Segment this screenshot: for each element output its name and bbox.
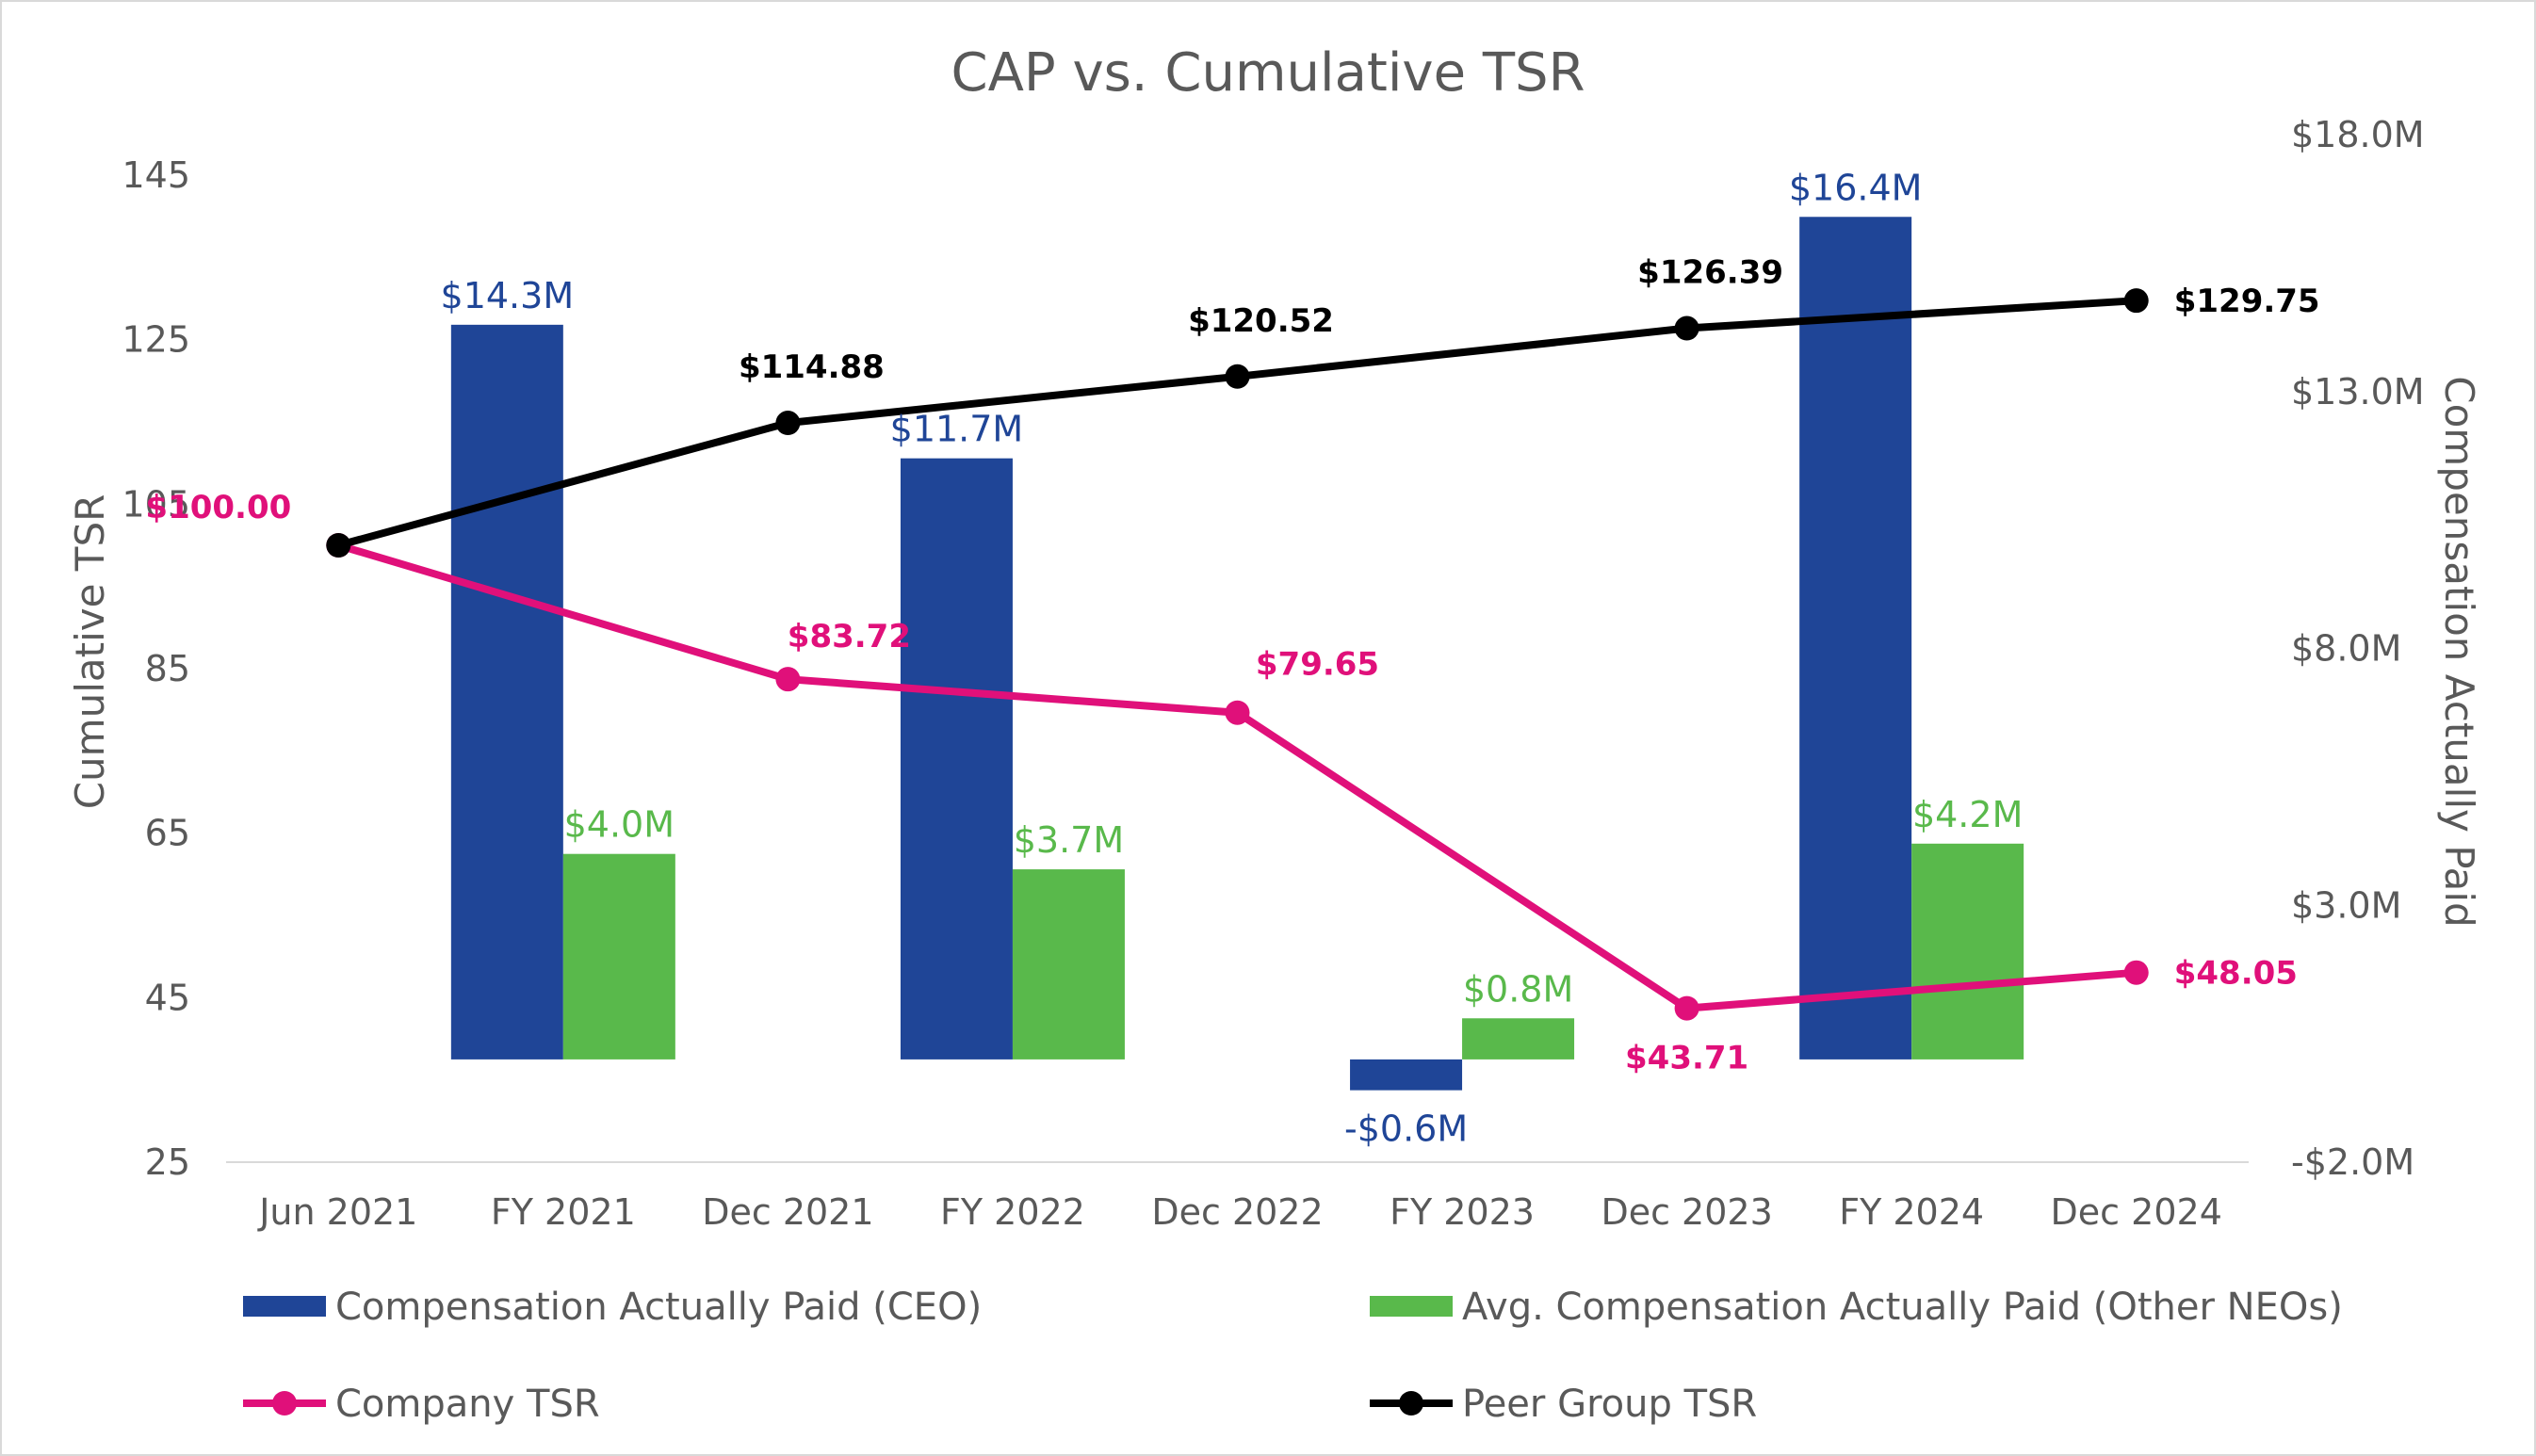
right-tick-label: $18.0M: [2291, 114, 2425, 155]
right-tick-label: $3.0M: [2291, 884, 2401, 926]
company-tsr-label: $43.71: [1625, 1040, 1748, 1077]
peer-tsr-marker: [775, 411, 801, 436]
peer-tsr-marker: [1674, 315, 1699, 341]
company-tsr-marker: [775, 667, 801, 692]
ceo-cap-bar-label: $14.3M: [441, 275, 575, 316]
neo-cap-bar-label: $4.2M: [1912, 794, 2023, 835]
company-tsr-marker: [2123, 960, 2149, 985]
category-label: FY 2024: [1839, 1191, 1984, 1233]
ceo-cap-bar-label: $11.7M: [890, 409, 1024, 450]
legend-peer-tsr-text: Peer Group TSR: [1462, 1383, 1757, 1426]
ceo-cap-bar: [450, 324, 563, 1060]
legend-peer-tsr-swatch-marker: [1399, 1391, 1423, 1416]
left-tick-label: 85: [145, 648, 190, 689]
right-tick-label: $13.0M: [2291, 371, 2425, 413]
left-tick-label: 145: [122, 154, 190, 196]
right-tick-label: $8.0M: [2291, 628, 2401, 670]
legend-company-tsr-text: Company TSR: [335, 1383, 600, 1426]
axes-layer: 25456585105125145-$2.0M$3.0M$8.0M$13.0M$…: [122, 114, 2424, 1233]
company-tsr-marker: [1225, 700, 1250, 725]
company-tsr-label: $83.72: [788, 618, 911, 655]
category-label: Jun 2021: [257, 1191, 417, 1233]
category-label: Dec 2024: [2051, 1191, 2222, 1233]
peer-tsr-label: $129.75: [2174, 283, 2320, 320]
left-tick-label: 25: [145, 1141, 190, 1183]
labels-layer: $14.3M $11.7M -$0.6M $16.4M $4.0M $3.7M $0.8M $…: [145, 167, 2319, 1149]
neo-cap-bar-label: $3.7M: [1014, 819, 1124, 861]
neo-cap-bar: [1462, 1018, 1575, 1060]
peer-tsr-label: $120.52: [1188, 302, 1334, 340]
company-tsr-label: $79.65: [1256, 646, 1379, 684]
company-tsr-label: $48.05: [2174, 955, 2298, 993]
left-tick-label: 105: [122, 483, 190, 525]
ceo-cap-bar: [1350, 1059, 1463, 1091]
company-tsr-marker: [1674, 995, 1699, 1021]
ceo-cap-bar: [1799, 217, 1912, 1060]
lines-layer: [326, 288, 2149, 1021]
category-label: FY 2023: [1390, 1191, 1535, 1233]
left-axis-title: Cumulative TSR: [67, 494, 113, 810]
category-label: FY 2022: [940, 1191, 1085, 1233]
legend-ceo-cap-swatch: [243, 1296, 326, 1317]
legend: Compensation Actually Paid (CEO) Avg. Com…: [243, 1286, 2343, 1426]
ceo-cap-bar-label: $16.4M: [1789, 167, 1923, 208]
left-tick-label: 45: [145, 977, 190, 1018]
peer-tsr-marker: [326, 533, 351, 558]
peer-tsr-label: $114.88: [739, 348, 885, 386]
neo-cap-bar: [562, 853, 675, 1060]
category-label: FY 2021: [491, 1191, 636, 1233]
legend-company-tsr-swatch-marker: [272, 1391, 297, 1416]
bars-layer: [450, 217, 2024, 1091]
neo-cap-bar-label: $0.8M: [1463, 968, 1573, 1010]
category-label: Dec 2023: [1601, 1191, 1772, 1233]
left-tick-label: 65: [145, 813, 190, 854]
neo-cap-bar: [1012, 869, 1125, 1060]
category-label: Dec 2022: [1151, 1191, 1323, 1233]
peer-tsr-label: $126.39: [1637, 254, 1783, 292]
left-tick-label: 125: [122, 319, 190, 361]
right-tick-label: -$2.0M: [2291, 1141, 2414, 1183]
neo-cap-bar: [1911, 843, 2024, 1060]
neo-cap-bar-label: $4.0M: [564, 804, 675, 846]
legend-neo-cap-swatch: [1370, 1296, 1453, 1317]
ceo-cap-bar: [900, 458, 1013, 1060]
legend-neo-cap-text: Avg. Compensation Actually Paid (Other N…: [1462, 1286, 2343, 1329]
peer-tsr-marker: [2123, 288, 2149, 314]
ceo-cap-bar-label: -$0.6M: [1344, 1108, 1468, 1150]
category-label: Dec 2021: [702, 1191, 873, 1233]
chart-title: CAP vs. Cumulative TSR: [951, 42, 1585, 104]
company-tsr-label: $100.00: [145, 489, 291, 526]
right-axis-title: Compensation Actually Paid: [2436, 376, 2482, 927]
peer-tsr-marker: [1225, 364, 1250, 389]
legend-ceo-cap-text: Compensation Actually Paid (CEO): [335, 1286, 982, 1329]
